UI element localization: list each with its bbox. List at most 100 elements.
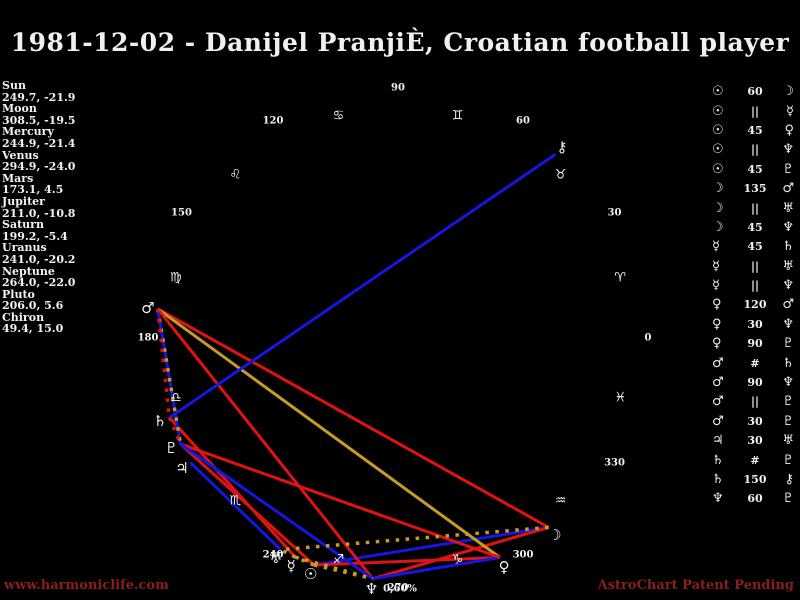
aspect-line-jupiter-uranus xyxy=(189,461,282,551)
planet-name: Chiron xyxy=(2,310,45,324)
aspect-row: ♀ 30 ♆ xyxy=(712,315,798,334)
planet-coordinates: 308.5, -19.5 xyxy=(2,113,76,127)
aspect-planet2-glyph: ☿ xyxy=(786,103,794,119)
aspect-row: ☉ || ☿ xyxy=(712,101,798,120)
aspect-planet1-glyph: ☿ xyxy=(712,239,720,255)
aspect-angle: || xyxy=(750,259,759,273)
aspect-planet2-glyph: ♇ xyxy=(782,491,794,507)
planet-coordinates: 264.0, -22.0 xyxy=(2,276,76,290)
planet-name: Moon xyxy=(2,102,37,116)
aspect-angle: 45 xyxy=(747,240,763,254)
aspect-angle: 90 xyxy=(747,337,763,351)
aspect-line-mercury-uranus xyxy=(279,548,297,559)
aspect-planet1-glyph: ♀ xyxy=(712,297,722,313)
planet-coordinates: 49.4, 15.0 xyxy=(2,322,64,336)
aspect-planet1-glyph: ♂ xyxy=(712,355,724,371)
aspect-planet2-glyph: ♄ xyxy=(782,239,794,255)
aspect-planet1-glyph: ♂ xyxy=(712,413,724,429)
aspect-line-venus-neptune xyxy=(372,556,501,581)
aspect-line-neptune-pluto xyxy=(179,442,374,580)
aspect-line-saturn-chiron xyxy=(168,153,557,419)
aspect-row: ☉ || ♆ xyxy=(712,140,798,159)
aspect-planet1-glyph: ♃ xyxy=(712,433,724,449)
aspect-row: ♀ 90 ♇ xyxy=(712,334,798,353)
aspect-row: ♀ 120 ♂ xyxy=(712,295,798,314)
aspect-planet1-glyph: ♂ xyxy=(712,394,724,410)
aspect-row: ♃ 30 ♅ xyxy=(712,431,798,450)
aspect-row: ♆ 60 ♇ xyxy=(712,489,798,508)
aspect-angle: 30 xyxy=(747,434,763,448)
aspect-row: ☽ 135 ♂ xyxy=(712,179,798,198)
aspect-line-venus-pluto xyxy=(179,442,501,559)
planet-position-panel: Sun 249.7, -21.9 Moon 308.5, -19.5 Mercury 24… xyxy=(2,80,132,335)
planet-coordinates: 249.7, -21.9 xyxy=(2,90,76,104)
aspect-row: ☿ 45 ♄ xyxy=(712,237,798,256)
planet-coordinates: 199.2, -5.4 xyxy=(2,229,68,243)
aspect-row: ♄ 150 ⚷ xyxy=(712,470,798,489)
aspect-planet1-glyph: ☽ xyxy=(712,181,724,197)
aspect-planet2-glyph: ♆ xyxy=(782,316,794,332)
aspect-planet2-glyph: ♇ xyxy=(782,394,794,410)
aspect-planet2-glyph: ♀ xyxy=(784,122,794,138)
aspect-planet1-glyph: ☽ xyxy=(712,200,724,216)
aspect-planet2-glyph: ☽ xyxy=(782,84,794,100)
page-title: 1981-12-02 - Danijel PranjiÈ, Croatian f… xyxy=(10,28,790,57)
aspect-row: ☽ 45 ♆ xyxy=(712,218,798,237)
planet-name: Neptune xyxy=(2,264,55,278)
aspect-row: ☉ 60 ☽ xyxy=(712,82,798,101)
aspect-planet2-glyph: ⚷ xyxy=(784,472,794,487)
planet-coordinates: 241.0, -20.2 xyxy=(2,252,76,266)
aspect-angle: # xyxy=(750,453,760,467)
planet-name: Venus xyxy=(2,148,39,162)
aspect-angle: || xyxy=(750,143,759,157)
aspect-row: ☿ || ♅ xyxy=(712,257,798,276)
aspect-line-mercury-saturn xyxy=(168,416,297,559)
aspect-planet1-glyph: ♀ xyxy=(712,336,722,352)
planet-name: Jupiter xyxy=(2,194,45,208)
aspect-row: ♂ 90 ♆ xyxy=(712,373,798,392)
aspect-planet2-glyph: ♅ xyxy=(782,200,794,216)
planet-coordinates: 244.9, -21.4 xyxy=(2,136,76,150)
aspect-line-moon-neptune xyxy=(372,525,550,581)
planet-name: Uranus xyxy=(2,241,47,255)
aspect-planet2-glyph: ♂ xyxy=(782,297,794,313)
aspect-planet2-glyph: ♇ xyxy=(782,452,794,468)
planet-name: Pluto xyxy=(2,287,35,301)
aspect-line-moon-mars xyxy=(157,307,550,529)
aspect-planet1-glyph: ♄ xyxy=(712,452,724,468)
aspect-row: ♂ || ♇ xyxy=(712,392,798,411)
website-url: www.harmoniclife.com xyxy=(4,578,169,593)
aspect-angle: 30 xyxy=(747,317,763,331)
aspect-planet1-glyph: ☉ xyxy=(712,161,724,177)
aspect-angle: # xyxy=(750,356,760,370)
planet-name: Saturn xyxy=(2,218,44,232)
aspect-line-sun-venus xyxy=(313,556,500,567)
aspect-line-mars-saturn xyxy=(156,308,172,418)
aspect-planet2-glyph: ♆ xyxy=(782,219,794,235)
aspect-angle: 30 xyxy=(747,414,763,428)
branding-text: AstroChart Patent Pending xyxy=(597,578,794,593)
planet-coordinates: 294.9, -24.0 xyxy=(2,160,76,174)
aspect-angle: 60 xyxy=(747,492,763,506)
aspect-planet1-glyph: ♆ xyxy=(712,491,724,507)
aspect-planet1-glyph: ☉ xyxy=(712,122,724,138)
planet-name: Mercury xyxy=(2,125,54,139)
aspect-row: ☽ || ♅ xyxy=(712,198,798,217)
aspect-angle: 60 xyxy=(747,85,763,99)
aspect-row: ☉ 45 ♀ xyxy=(712,121,798,140)
planet-name: Sun xyxy=(2,79,26,92)
aspect-line-venus-mars xyxy=(156,307,501,559)
aspect-planet1-glyph: ☽ xyxy=(712,219,724,235)
aspect-planet1-glyph: ☉ xyxy=(712,84,724,100)
aspect-planet1-glyph: ☉ xyxy=(712,103,724,119)
aspect-planet1-glyph: ☿ xyxy=(712,278,720,294)
aspect-angle: || xyxy=(750,395,759,409)
aspect-angle: 150 xyxy=(743,473,767,486)
aspect-line-sun-moon xyxy=(313,525,549,567)
aspect-planet2-glyph: ♆ xyxy=(782,375,794,391)
aspect-row: ♂ 30 ♇ xyxy=(712,412,798,431)
aspect-planet2-glyph: ♆ xyxy=(782,142,794,158)
aspect-list-panel: ☉ 60 ☽ ☉ || ☿ ☉ 45 ♀ ☉ || ♆ ☉ 45 ♇ ☽ 135 ♂ ☽ || ♅ ☽ 45 ♆ ☿ 45 ♄ ☿ ||… xyxy=(712,82,798,509)
